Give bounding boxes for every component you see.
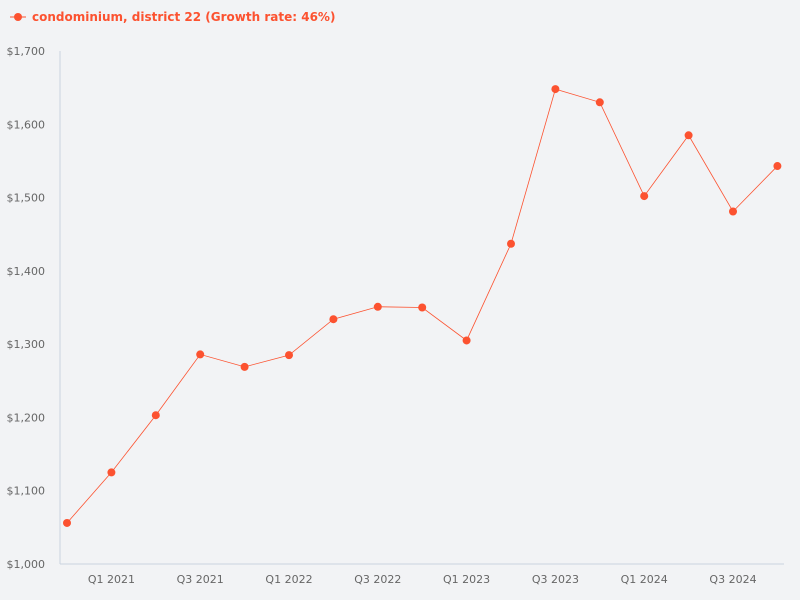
x-tick-label: Q3 2023 <box>532 573 579 586</box>
y-tick-label: $1,100 <box>7 485 46 498</box>
data-point <box>240 362 249 371</box>
y-tick-label: $1,000 <box>7 558 46 571</box>
x-tick-label: Q1 2023 <box>443 573 490 586</box>
data-point <box>329 315 338 324</box>
data-point <box>729 207 737 216</box>
data-point <box>373 302 382 311</box>
legend-marker-icon <box>10 13 26 21</box>
data-point <box>285 351 293 360</box>
x-tick-label: Q3 2024 <box>709 573 756 586</box>
data-point <box>640 192 649 201</box>
data-point <box>551 85 560 94</box>
data-point <box>684 131 693 140</box>
data-point <box>196 350 205 359</box>
y-tick-label: $1,300 <box>7 338 46 351</box>
data-point <box>507 239 515 248</box>
legend-label: condominium, district 22 (Growth rate: 4… <box>32 10 336 24</box>
y-tick-label: $1,200 <box>7 411 46 424</box>
data-point <box>418 303 427 312</box>
data-point <box>107 468 116 477</box>
x-tick-label: Q1 2021 <box>88 573 135 586</box>
legend: condominium, district 22 (Growth rate: 4… <box>10 10 335 24</box>
y-tick-label: $1,400 <box>7 265 46 278</box>
data-point <box>773 162 782 171</box>
y-tick-label: $1,700 <box>7 45 46 58</box>
x-tick-label: Q3 2021 <box>177 573 224 586</box>
y-tick-label: $1,600 <box>7 118 46 131</box>
x-tick-label: Q1 2022 <box>265 573 312 586</box>
x-tick-label: Q1 2024 <box>621 573 668 586</box>
y-tick-label: $1,500 <box>7 192 46 205</box>
data-point <box>462 336 471 345</box>
data-point <box>63 518 71 527</box>
data-point <box>151 411 160 420</box>
x-tick-label: Q3 2022 <box>354 573 401 586</box>
data-point <box>595 98 604 107</box>
